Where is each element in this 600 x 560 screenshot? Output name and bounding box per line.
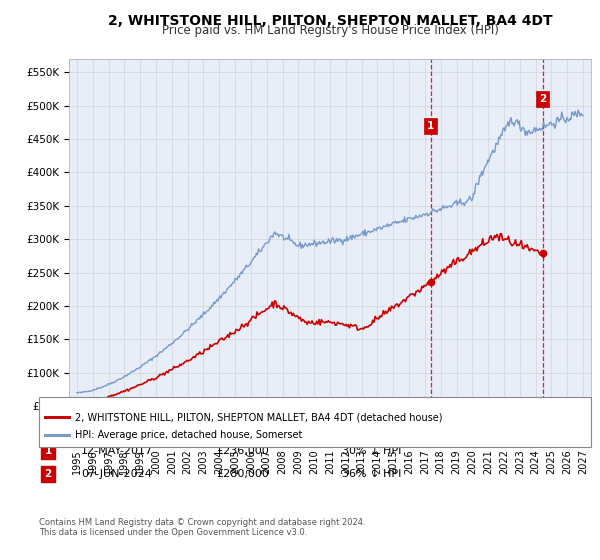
Text: 12-MAY-2017: 12-MAY-2017 — [81, 446, 153, 456]
Text: HPI: Average price, detached house, Somerset: HPI: Average price, detached house, Some… — [75, 430, 302, 440]
Text: This data is licensed under the Open Government Licence v3.0.: This data is licensed under the Open Gov… — [39, 528, 307, 537]
Text: 07-JUN-2024: 07-JUN-2024 — [81, 469, 152, 479]
Text: 1: 1 — [44, 446, 52, 456]
Text: Price paid vs. HM Land Registry's House Price Index (HPI): Price paid vs. HM Land Registry's House … — [161, 24, 499, 37]
Text: 2, WHITSTONE HILL, PILTON, SHEPTON MALLET, BA4 4DT (detached house): 2, WHITSTONE HILL, PILTON, SHEPTON MALLE… — [75, 412, 443, 422]
Text: 2: 2 — [44, 469, 52, 479]
Text: 2, WHITSTONE HILL, PILTON, SHEPTON MALLET, BA4 4DT (detached house): 2, WHITSTONE HILL, PILTON, SHEPTON MALLE… — [75, 412, 443, 422]
Text: HPI: Average price, detached house, Somerset: HPI: Average price, detached house, Some… — [75, 430, 302, 440]
Text: 2: 2 — [539, 94, 546, 104]
Text: 36% ↓ HPI: 36% ↓ HPI — [342, 469, 401, 479]
Text: 30% ↓ HPI: 30% ↓ HPI — [342, 446, 401, 456]
Text: £280,000: £280,000 — [216, 469, 269, 479]
Text: 1: 1 — [427, 120, 434, 130]
Text: 2, WHITSTONE HILL, PILTON, SHEPTON MALLET, BA4 4DT: 2, WHITSTONE HILL, PILTON, SHEPTON MALLE… — [107, 14, 553, 28]
Text: Contains HM Land Registry data © Crown copyright and database right 2024.: Contains HM Land Registry data © Crown c… — [39, 518, 365, 527]
Text: £236,000: £236,000 — [216, 446, 269, 456]
